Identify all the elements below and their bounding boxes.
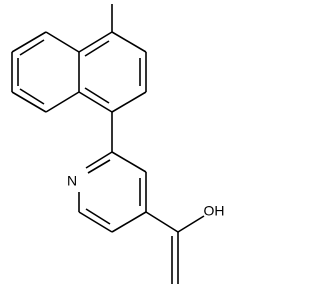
structure: N OH <box>11 4 225 284</box>
atom-label: N <box>67 173 77 189</box>
bond <box>145 211 179 233</box>
bond <box>111 31 147 53</box>
bonds <box>11 4 205 284</box>
bond <box>78 31 113 53</box>
bond <box>85 208 111 225</box>
bond <box>84 40 110 57</box>
bond <box>85 151 113 169</box>
bond <box>11 91 47 113</box>
bond <box>177 215 205 233</box>
bond <box>19 88 45 105</box>
atom-label: OH <box>204 203 225 219</box>
bond <box>87 159 111 174</box>
bond <box>111 151 147 173</box>
bond <box>78 91 113 113</box>
bond <box>45 31 80 53</box>
bond <box>11 31 47 53</box>
bond <box>45 91 80 113</box>
bond <box>111 91 147 113</box>
bond <box>19 39 45 56</box>
bond <box>111 211 147 233</box>
bond <box>84 87 110 104</box>
bond <box>78 211 113 233</box>
